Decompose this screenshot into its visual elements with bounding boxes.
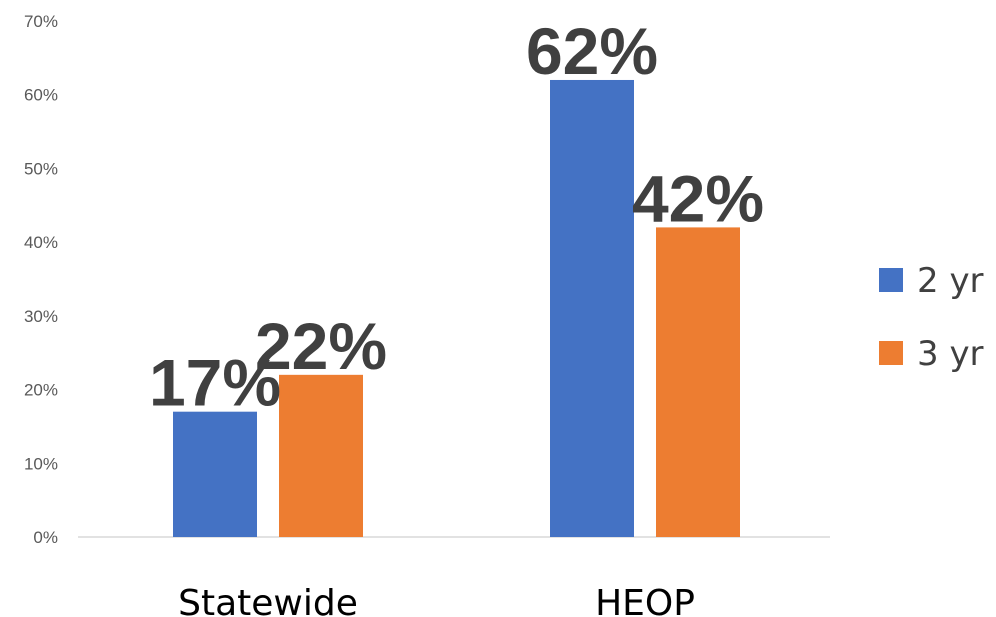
data-labels: 17%22% 62% 42%	[149, 14, 764, 420]
category-label: HEOP	[595, 583, 695, 617]
x-axis-category-labels: Statewide HEOP	[178, 583, 695, 617]
legend-swatch	[879, 268, 903, 292]
data-label: 22%	[255, 309, 387, 383]
bars	[173, 79, 740, 537]
y-tick-label: 50%	[24, 159, 58, 178]
y-tick-label: 0%	[33, 528, 58, 547]
legend-label: 2 yr	[917, 261, 984, 301]
y-tick-label: 30%	[24, 307, 58, 326]
y-tick-label: 70%	[24, 12, 58, 31]
category-label: Statewide	[178, 583, 358, 617]
legend-item[interactable]: 3 yr	[879, 334, 984, 374]
data-label: 62%	[526, 14, 658, 88]
bar-2-yr-statewide	[173, 411, 257, 537]
bar-3-yr-statewide	[279, 374, 363, 537]
y-tick-label: 20%	[24, 381, 58, 400]
data-label: 42%	[632, 161, 764, 235]
y-tick-label: 60%	[24, 86, 58, 105]
y-tick-label: 10%	[24, 454, 58, 473]
data-label: 17%	[149, 346, 281, 420]
bar-2-yr-heop	[550, 79, 634, 537]
y-axis-tick-labels: 0% 10% 20% 30% 40% 50% 60% 70%	[24, 12, 58, 547]
legend-swatch	[879, 341, 903, 365]
y-tick-label: 40%	[24, 233, 58, 252]
legend-label: 3 yr	[917, 334, 984, 374]
bar-3-yr-heop	[656, 227, 740, 537]
legend-item[interactable]: 2 yr	[879, 261, 984, 301]
legend[interactable]: 2 yr 3 yr	[879, 261, 984, 374]
